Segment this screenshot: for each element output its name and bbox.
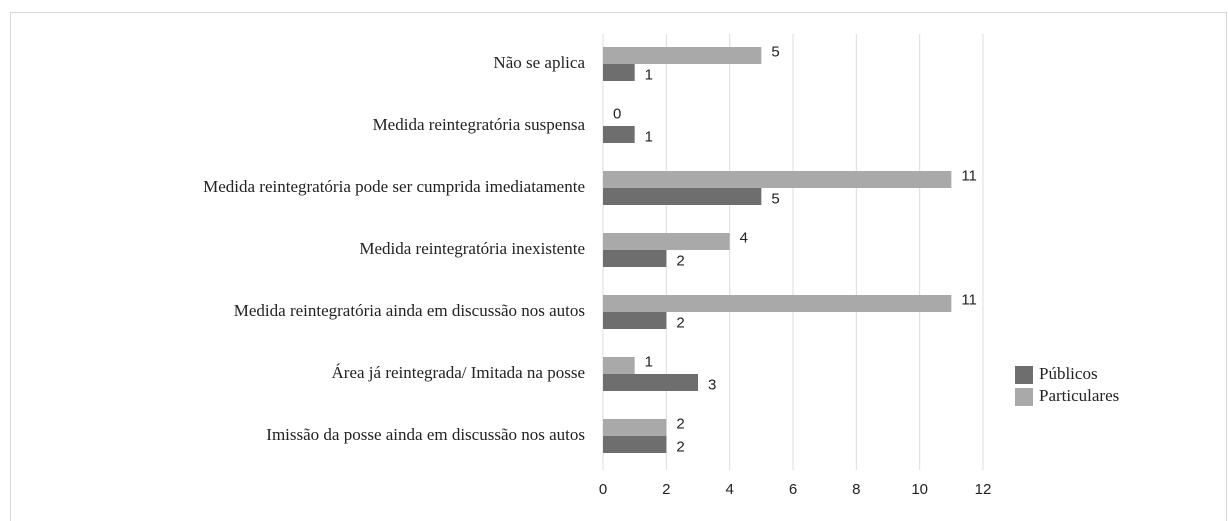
legend-label: Públicos [1039, 364, 1098, 383]
value-label: 4 [740, 229, 748, 246]
x-tick-label: 2 [662, 481, 670, 498]
bar [603, 64, 635, 81]
value-label: 5 [771, 43, 779, 60]
value-label: 3 [708, 376, 716, 393]
x-tick-label: 4 [725, 481, 733, 498]
value-label: 0 [613, 105, 621, 122]
x-tick-label: 10 [911, 481, 928, 498]
bar [603, 436, 667, 453]
category-label: Medida reintegratória ainda em discussão… [234, 301, 585, 320]
x-tick-label: 6 [789, 481, 797, 498]
bar [603, 250, 667, 267]
bar [603, 357, 635, 374]
bar [603, 47, 762, 64]
value-label: 11 [961, 291, 977, 308]
category-label: Área já reintegrada/ Imitada na posse [332, 363, 585, 382]
bar [603, 233, 730, 250]
bar [603, 188, 762, 205]
category-label: Medida reintegratória inexistente [359, 239, 585, 258]
value-label: 2 [676, 415, 684, 432]
category-label: Medida reintegratória suspensa [373, 115, 586, 134]
x-tick-label: 0 [599, 481, 607, 498]
x-tick-label: 8 [852, 481, 860, 498]
bar [603, 126, 635, 143]
value-label: 5 [771, 190, 779, 207]
bar [603, 419, 667, 436]
value-label: 1 [645, 353, 653, 370]
category-label: Não se aplica [493, 53, 585, 72]
bar [603, 171, 952, 188]
bar [603, 295, 952, 312]
value-label: 1 [645, 66, 653, 83]
x-tick-label: 12 [975, 481, 992, 498]
value-label: 11 [961, 167, 977, 184]
value-label: 2 [676, 252, 684, 269]
bar [603, 312, 667, 329]
value-label: 2 [676, 314, 684, 331]
category-label: Medida reintegratória pode ser cumprida … [203, 177, 585, 196]
legend-swatch [1015, 366, 1033, 384]
value-label: 2 [676, 438, 684, 455]
legend-swatch [1015, 388, 1033, 406]
value-label: 1 [645, 128, 653, 145]
frame [10, 12, 1227, 521]
legend-label: Particulares [1039, 386, 1119, 405]
category-label: Imissão da posse ainda em discussão nos … [266, 425, 585, 444]
bar [603, 374, 698, 391]
